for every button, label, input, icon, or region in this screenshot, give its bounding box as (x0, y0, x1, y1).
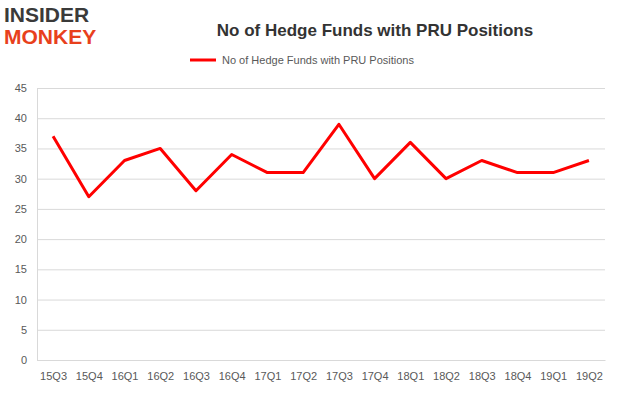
y-tick-label: 5 (21, 324, 27, 336)
x-tick: 18Q1 (397, 360, 424, 382)
x-tick-label: 17Q3 (326, 370, 353, 382)
y-tick-label: 25 (15, 203, 27, 215)
x-tick-label: 16Q3 (183, 370, 210, 382)
x-tick-label: 18Q4 (505, 370, 532, 382)
x-tick: 18Q3 (469, 360, 496, 382)
x-tick: 17Q4 (362, 360, 389, 382)
y-tick-label: 45 (15, 82, 27, 94)
x-tick-label: 18Q1 (397, 370, 424, 382)
grid-line (37, 118, 605, 119)
x-tick-label: 19Q1 (540, 370, 567, 382)
lines (53, 124, 589, 197)
y-tick: 0 (21, 354, 605, 366)
x-tick: 17Q1 (254, 360, 281, 382)
y-tick-label: 30 (15, 173, 27, 185)
x-tick-label: 15Q3 (40, 370, 67, 382)
x-tick: 18Q2 (433, 360, 460, 382)
x-tick-label: 18Q2 (433, 370, 460, 382)
grid-line (37, 179, 605, 180)
plot: 0 5 10 15 20 25 30 35 40 45 15Q3 15Q4 16Q1 16Q2 16Q3 16… (15, 82, 606, 382)
x-tick: 15Q4 (76, 360, 103, 382)
x-tick: 16Q2 (147, 360, 174, 382)
y-tick-label: 20 (15, 233, 27, 245)
x-tick-label: 17Q4 (362, 370, 389, 382)
grid-line (37, 330, 605, 331)
title: No of Hedge Funds with PRU Positions (217, 21, 533, 40)
y-tick-label: 0 (21, 354, 27, 366)
legend: No of Hedge Funds with PRU Positions (190, 54, 414, 66)
x-tick: 18Q4 (505, 360, 532, 382)
x-tick: 17Q3 (326, 360, 353, 382)
x-tick: 17Q2 (290, 360, 317, 382)
y-tick-label: 15 (15, 263, 27, 275)
x-tick-label: 15Q4 (76, 370, 103, 382)
grid-line (37, 360, 605, 361)
y-tick: 45 (15, 82, 605, 94)
y-tick-label: 40 (15, 112, 27, 124)
grid-line (37, 88, 605, 89)
y-tick: 40 (15, 112, 605, 124)
x-tick-label: 16Q1 (112, 370, 139, 382)
y-tick: 10 (15, 294, 605, 306)
x-tick-label: 16Q2 (147, 370, 174, 382)
y-tick: 25 (15, 203, 605, 215)
y-tick-label: 10 (15, 294, 27, 306)
grid-line (37, 300, 605, 301)
logo-text: INSIDER (4, 3, 89, 26)
grid-line (37, 209, 605, 210)
x-tick-label: 18Q3 (469, 370, 496, 382)
chart: 0 5 10 15 20 25 30 35 40 45 15Q3 15Q4 16Q1 16Q2 16Q3 16… (0, 0, 625, 395)
series-line (53, 124, 589, 197)
logo-text: MONKEY (4, 25, 96, 48)
x-tick: 16Q3 (183, 360, 210, 382)
grid-line (37, 239, 605, 240)
x-tick-label: 19Q2 (576, 370, 603, 382)
x-tick: 19Q1 (540, 360, 567, 382)
legend-label: No of Hedge Funds with PRU Positions (222, 54, 414, 66)
y-tick: 20 (15, 233, 605, 245)
legend-swatch (190, 59, 216, 62)
y-axis-line (38, 89, 606, 361)
x-axis: 15Q3 15Q4 16Q1 16Q2 16Q3 16Q4 17Q1 17Q2 17Q3 17Q4… (38, 360, 606, 382)
y-tick-label: 35 (15, 142, 27, 154)
x-axis-line (38, 360, 606, 361)
x-tick: 16Q1 (112, 360, 139, 382)
x-tick: 19Q2 (576, 360, 603, 382)
y-tick: 5 (21, 324, 605, 336)
x-tick-label: 17Q1 (254, 370, 281, 382)
y-tick: 15 (15, 263, 605, 275)
y-axis: 0 5 10 15 20 25 30 35 40 45 (15, 82, 605, 366)
x-tick-label: 17Q2 (290, 370, 317, 382)
x-tick: 15Q3 (40, 360, 67, 382)
grid-line (37, 269, 605, 270)
y-tick: 35 (15, 142, 605, 154)
x-tick-label: 16Q4 (219, 370, 246, 382)
x-tick: 16Q4 (219, 360, 246, 382)
